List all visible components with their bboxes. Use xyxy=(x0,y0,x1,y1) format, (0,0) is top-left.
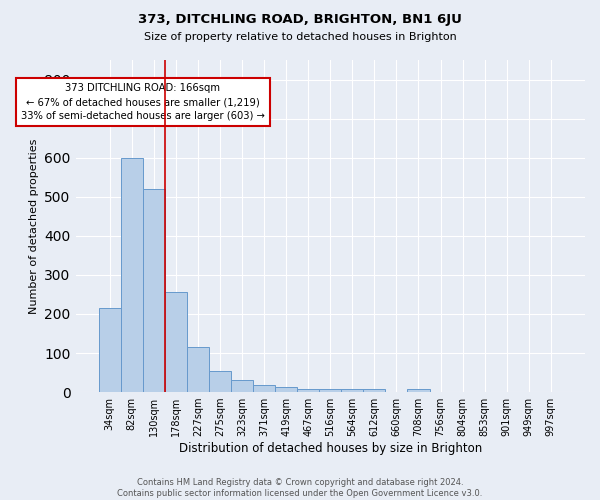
Bar xyxy=(253,385,275,392)
Text: 373 DITCHLING ROAD: 166sqm
← 67% of detached houses are smaller (1,219)
33% of s: 373 DITCHLING ROAD: 166sqm ← 67% of deta… xyxy=(21,84,265,122)
Bar xyxy=(165,292,187,392)
Text: Contains HM Land Registry data © Crown copyright and database right 2024.
Contai: Contains HM Land Registry data © Crown c… xyxy=(118,478,482,498)
Bar xyxy=(364,390,385,392)
Bar xyxy=(231,380,253,392)
Text: 373, DITCHLING ROAD, BRIGHTON, BN1 6JU: 373, DITCHLING ROAD, BRIGHTON, BN1 6JU xyxy=(138,12,462,26)
X-axis label: Distribution of detached houses by size in Brighton: Distribution of detached houses by size … xyxy=(179,442,482,455)
Bar xyxy=(209,370,231,392)
Bar xyxy=(275,387,297,392)
Bar xyxy=(319,389,341,392)
Y-axis label: Number of detached properties: Number of detached properties xyxy=(29,138,39,314)
Bar xyxy=(98,308,121,392)
Bar xyxy=(121,158,143,392)
Bar xyxy=(341,390,364,392)
Bar xyxy=(297,389,319,392)
Bar xyxy=(407,389,430,392)
Bar xyxy=(187,347,209,392)
Bar xyxy=(143,189,165,392)
Text: Size of property relative to detached houses in Brighton: Size of property relative to detached ho… xyxy=(143,32,457,42)
